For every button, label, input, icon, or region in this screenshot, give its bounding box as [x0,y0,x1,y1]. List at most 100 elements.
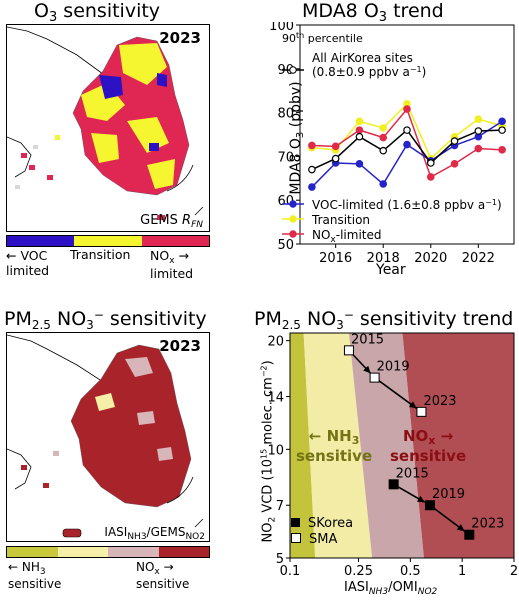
y-tick-label-50: 50 [277,238,294,253]
chart-d-frame [289,332,515,559]
chart-d-ylabel: NO2 VCD (1015 molec. cm−2) [259,360,278,543]
x-tick-label-0.25: 0.25 [344,564,373,579]
series-1-point-2019 [369,372,380,383]
legend-nox-limited: NOx-limited [312,228,382,245]
series-0-point-2015 [308,165,316,174]
y-tick-label-5: 5 [276,552,284,567]
japan-coastline [166,476,204,528]
series-2-point-2017 [355,117,364,126]
pm25-map-iasi-label: IASINH3/GEMSNO2 [104,525,205,542]
percentile-note: 90th percentile [282,31,363,45]
regime-region-voc [99,75,123,99]
jeju-island [62,528,82,538]
series-0-point-2017 [355,132,364,141]
legend-all-sites: All AirKorea sites (0.8±0.9 ppbv a−1) [312,51,427,79]
series-0-point-2019 [424,500,435,511]
series-3-point-2018 [379,133,388,142]
chart-d-xlabel: IASINH3/OMINO2 [344,580,438,597]
legend-marker-1 [289,200,297,208]
series-0-point-2019 [403,126,411,134]
series-0-point-2023 [464,529,475,540]
legend-voc-limited: VOC-limited (1.6±0.8 ppbv a−1) [312,198,502,212]
legend-transition: Transition [312,213,371,227]
x-tick-label-2018: 2018 [367,251,400,266]
japan-coastline [166,164,204,216]
series-0-label-2015: 2015 [396,466,429,481]
pm25-map-year: 2023 [159,337,201,355]
x-tick-label-2: 2 [510,564,518,579]
x-tick-label-1: 1 [458,564,466,579]
colorbar-transition1-segment [57,547,108,557]
series-3-point-2021 [450,160,459,168]
o3-colorbar [6,235,210,247]
x-tick-label-0.1: 0.1 [280,564,301,579]
y-tick-label-14: 14 [267,391,284,406]
series-1-label-2019: 2019 [377,360,410,375]
chart-b-xlabel: Year [376,262,406,278]
pm25-colorbar-left-label: ← NH3 sensitive [8,560,62,591]
series-0-point-2020 [426,159,435,167]
regime-region-transition-5 [147,159,175,189]
series-1-label-2023: 2023 [423,394,456,409]
series-0-point-2015 [388,479,399,490]
legend-marker-3 [289,230,297,238]
regime-region-1 [303,333,373,558]
regime-region-transition-4 [91,133,119,163]
o3-colorbar-left-label: ← VOC limited [6,248,50,278]
transition-region-3 [137,411,155,425]
series-0-point-2018 [379,146,388,155]
series-0-label-2019: 2019 [432,487,465,502]
y-tick-label-100: 100 [269,22,294,34]
series-1-arrowhead-0 [363,365,371,374]
legend-skorea-marker [291,518,300,527]
series-2-point-2018 [379,124,388,132]
o3-sensitivity-map: 2023 GEMS RFN [6,24,210,232]
panel-d-title: PM2.5 NO3− sensitivity trend [254,308,514,332]
pm25-sensitivity-trend-chart: 0.1 0.25 0.5 1 25710142020152019202320152019… [267,332,518,579]
legend-marker-2 [289,215,297,223]
series-1-arrow-1 [378,379,418,409]
series-3-point-2017 [355,126,364,134]
panel-a-title: O3 sensitivity [34,0,161,25]
series-1-point-2015 [308,183,316,191]
panel-b-title: MDA8 O3 trend [302,0,444,25]
x-tick-label-2016: 2016 [319,251,352,266]
series-3-point-2019 [403,105,411,113]
series-1-point-2023 [498,117,506,126]
regime-region-transition-1 [119,43,167,85]
y-tick-label-20: 20 [267,335,284,350]
region-nox-label: NOx → sensitive [390,427,467,465]
o3-map-svg [7,26,204,220]
o3-colorbar-right-label: NOx → limited [150,248,194,281]
o3-map-gems-label: GEMS RFN [140,213,203,230]
regime-region-0 [290,333,316,558]
colorbar-nh3-segment [7,547,58,557]
series-3-point-2015 [308,141,316,150]
series-3-point-2022 [474,144,483,153]
regime-region-voc-2 [157,73,167,87]
y-tick-label-7: 7 [276,499,284,514]
series-1-point-2017 [355,160,364,168]
nox-sensitive-region [70,344,192,508]
series-0-point-2022 [474,127,483,135]
pm25-map-svg [7,334,204,538]
series-0-arrowhead-0 [416,495,425,503]
regime-region-2 [348,333,424,558]
y-tick-label-70: 70 [277,150,294,165]
x-tick-label-2022: 2022 [462,251,495,266]
series-3-point-2016 [331,142,340,151]
series-1-point-2015 [343,345,354,356]
chart-b-ylabel: MDA8 O3 (ppbv) [288,81,306,195]
colorbar-nox-segment [158,547,209,557]
colorbar-transition2-segment [108,547,159,557]
pm25-colorbar-right-label: NOx → sensitive [136,560,190,591]
colorbar-voc-segment [7,236,75,246]
colorbar-nox-segment [141,236,209,246]
panel-c-title: PM2.5 NO3− sensitivity [4,308,207,332]
transition-region-4 [157,447,173,461]
series-0-point-2023 [498,126,506,134]
colorbar-transition-segment [74,236,142,246]
china-coastline [7,136,32,178]
series-3-point-2023 [498,146,506,154]
